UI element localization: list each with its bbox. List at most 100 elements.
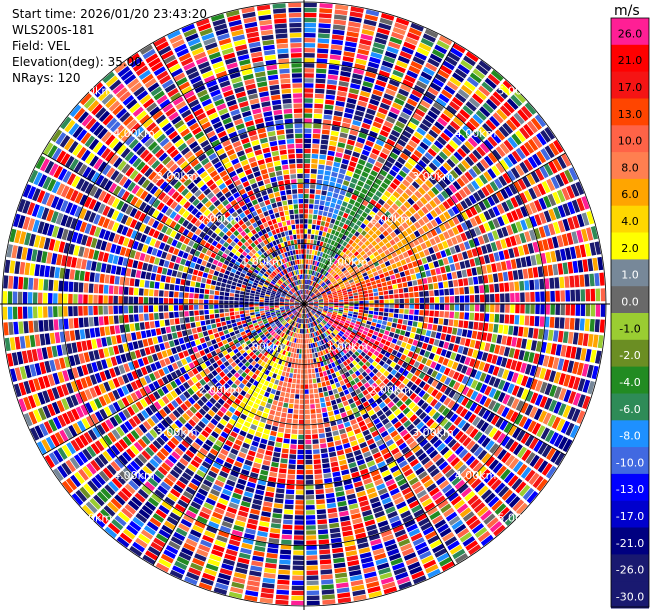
velocity-gate [348, 503, 359, 510]
velocity-gate [489, 115, 500, 127]
velocity-gate [399, 134, 409, 143]
velocity-gate [360, 250, 366, 256]
velocity-gate [539, 165, 549, 179]
velocity-gate [452, 344, 459, 353]
velocity-gate [419, 411, 427, 420]
velocity-gate [330, 286, 335, 290]
velocity-gate [421, 183, 430, 192]
velocity-gate [132, 541, 145, 553]
velocity-gate [201, 430, 210, 438]
velocity-gate [470, 390, 479, 401]
velocity-gate [336, 398, 342, 404]
velocity-gate [268, 382, 274, 388]
velocity-gate [292, 321, 295, 326]
velocity-gate [317, 309, 323, 312]
velocity-gate [288, 319, 293, 324]
velocity-gate [326, 359, 331, 365]
velocity-gate [337, 375, 343, 382]
velocity-gate [336, 277, 342, 282]
velocity-gate [412, 280, 418, 286]
velocity-gate [264, 567, 277, 574]
velocity-gate [504, 282, 510, 292]
velocity-gate [337, 86, 348, 92]
velocity-gate [322, 371, 328, 377]
velocity-gate [453, 319, 459, 327]
velocity-gate [332, 337, 338, 343]
velocity-gate [324, 348, 329, 354]
velocity-gate [319, 281, 324, 286]
velocity-gate [333, 161, 341, 168]
velocity-gate [499, 314, 505, 324]
velocity-gate [429, 487, 440, 497]
velocity-gate [519, 127, 530, 140]
velocity-gate [304, 234, 307, 239]
velocity-gate [374, 478, 384, 486]
velocity-gate [371, 240, 378, 247]
velocity-gate [445, 410, 455, 420]
velocity-gate [487, 152, 498, 164]
velocity-gate [322, 185, 328, 191]
velocity-gate [529, 437, 539, 450]
velocity-gate [354, 323, 360, 328]
velocity-gate [489, 343, 496, 353]
velocity-gate [492, 273, 499, 283]
velocity-gate [226, 337, 233, 343]
velocity-gate [476, 161, 486, 173]
velocity-gate [320, 195, 326, 201]
velocity-gate [325, 492, 335, 499]
velocity-gate [246, 523, 257, 530]
velocity-gate [599, 319, 605, 333]
velocity-gate [312, 281, 315, 286]
velocity-gate [258, 526, 269, 532]
velocity-gate [311, 255, 314, 260]
velocity-gate [427, 276, 433, 284]
velocity-gate [292, 424, 298, 429]
velocity-gate [326, 261, 331, 266]
velocity-gate [428, 283, 434, 290]
velocity-gate [404, 74, 416, 84]
velocity-gate [325, 232, 331, 238]
velocity-gate [297, 333, 300, 339]
velocity-gate [527, 420, 537, 433]
velocity-gate [525, 377, 534, 389]
velocity-gate [223, 516, 234, 524]
velocity-gate [436, 274, 443, 282]
velocity-gate [430, 361, 437, 369]
velocity-gate [493, 324, 499, 333]
velocity-gate [344, 281, 350, 286]
velocity-gate [471, 248, 478, 257]
velocity-gate [225, 333, 231, 339]
velocity-gate [457, 419, 467, 429]
velocity-gate [258, 372, 264, 378]
velocity-gate [276, 483, 286, 489]
velocity-gate [354, 260, 360, 265]
velocity-gate [320, 268, 324, 274]
velocity-gate [367, 222, 374, 229]
velocity-gate [184, 468, 195, 477]
velocity-gate [515, 258, 522, 269]
velocity-gate [380, 447, 390, 456]
velocity-gate [344, 208, 351, 214]
velocity-gate [377, 74, 389, 83]
velocity-gate [453, 499, 466, 510]
velocity-gate [323, 296, 328, 299]
velocity-gate [392, 102, 403, 111]
velocity-gate [401, 222, 409, 230]
velocity-gate [206, 341, 212, 347]
velocity-gate [326, 502, 337, 509]
velocity-gate [567, 261, 574, 274]
velocity-gate [463, 471, 475, 482]
velocity-gate [433, 140, 444, 150]
velocity-gate [183, 514, 195, 524]
velocity-gate [311, 294, 316, 298]
velocity-gate [317, 295, 322, 298]
velocity-gate [482, 409, 491, 420]
velocity-gate [395, 328, 401, 334]
velocity-gate [392, 562, 405, 571]
velocity-gate [408, 500, 420, 509]
velocity-gate [337, 597, 352, 604]
velocity-gate [357, 315, 363, 319]
velocity-gate [555, 344, 562, 356]
velocity-gate [483, 322, 489, 332]
velocity-gate [410, 194, 419, 202]
